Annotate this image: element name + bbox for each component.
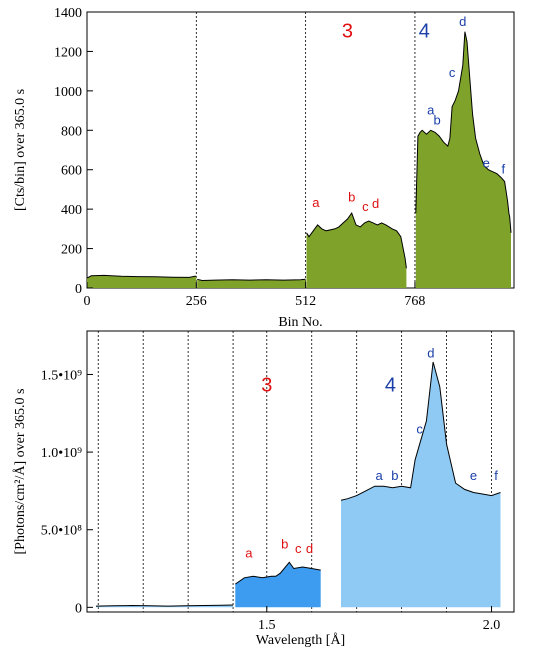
spectrum-area-3: [415, 31, 511, 288]
peak-label: e: [483, 156, 490, 171]
peak-label: c: [416, 421, 423, 436]
region-label: 3: [342, 21, 353, 43]
peak-label: c: [295, 541, 302, 556]
y-tick-label: 200: [61, 243, 82, 258]
peak-label: a: [427, 103, 435, 118]
spectrum-area-2: [306, 213, 407, 288]
y-tick-label: 600: [61, 164, 82, 179]
peak-label: b: [348, 189, 355, 204]
x-tick-label: 2.0: [483, 618, 501, 633]
y-tick-label: 5.0•10⁸: [41, 524, 82, 539]
spectrum-area-1: [197, 279, 306, 288]
peak-label: d: [372, 196, 379, 211]
peak-label: d: [427, 345, 434, 360]
plot-frame: [86, 330, 515, 613]
peak-label: c: [362, 199, 369, 214]
spectrum-line-2: [340, 361, 501, 501]
peak-label: d: [459, 14, 466, 29]
region-label: 3: [261, 375, 272, 397]
y-tick-label: 1400: [54, 6, 82, 21]
x-tick-label: 1.5: [258, 618, 276, 633]
peak-label: b: [281, 536, 288, 551]
spectrum-line-1: [197, 278, 306, 282]
x-axis-label: Bin No.: [278, 315, 322, 330]
y-tick-label: 0: [75, 601, 82, 616]
x-tick-label: 512: [295, 294, 316, 309]
peak-label: e: [470, 468, 477, 483]
spectrum-line-1: [235, 561, 321, 585]
y-tick-label: 1.0•10⁹: [41, 446, 82, 461]
spectrum-line-3: [415, 31, 512, 233]
axes-layer: 0 256 512 768 0 200 400 600 800 1000 1200 1400: [54, 6, 425, 309]
axes-layer: 1.5 2.0 0 5.0•10⁸ 1.0•10⁹ 1.5•10⁹: [41, 368, 501, 633]
peak-label: a: [245, 546, 253, 561]
x-tick-label: 256: [186, 294, 207, 309]
y-tick-label: 1200: [54, 45, 82, 60]
y-tick-label: 1000: [54, 85, 82, 100]
y-tick-label: 1.5•10⁹: [41, 368, 82, 383]
peak-label: f: [494, 468, 498, 483]
y-tick-label: 0: [75, 282, 82, 297]
peak-label: a: [312, 195, 320, 210]
y-axis-label: [Photons/cm²/Å] over 365.0 s: [12, 389, 28, 555]
spectrum-line-0: [86, 274, 197, 279]
y-tick-label: 400: [61, 203, 82, 218]
peak-label: d: [306, 541, 313, 556]
spectrum-area-0: [87, 275, 197, 288]
spectrum-line-2: [306, 212, 407, 269]
spectrum-area-1: [235, 562, 321, 608]
spectrum-line-0: [95, 604, 234, 607]
peak-label: a: [376, 468, 384, 483]
x-axis-label: Wavelength [Å]: [256, 632, 345, 648]
peak-label: c: [449, 65, 456, 80]
y-axis-label: [Cts/bin] over 365.0 s: [13, 89, 28, 211]
x-tick-label: 768: [404, 294, 425, 309]
peak-label: b: [391, 468, 398, 483]
spectrum-area-2: [341, 362, 501, 608]
region-label: 4: [419, 21, 430, 43]
peak-label: b: [434, 112, 441, 127]
region-label: 4: [385, 375, 396, 397]
peak-label: f: [502, 162, 506, 177]
x-tick-label: 0: [84, 294, 91, 309]
y-tick-label: 800: [61, 124, 82, 139]
